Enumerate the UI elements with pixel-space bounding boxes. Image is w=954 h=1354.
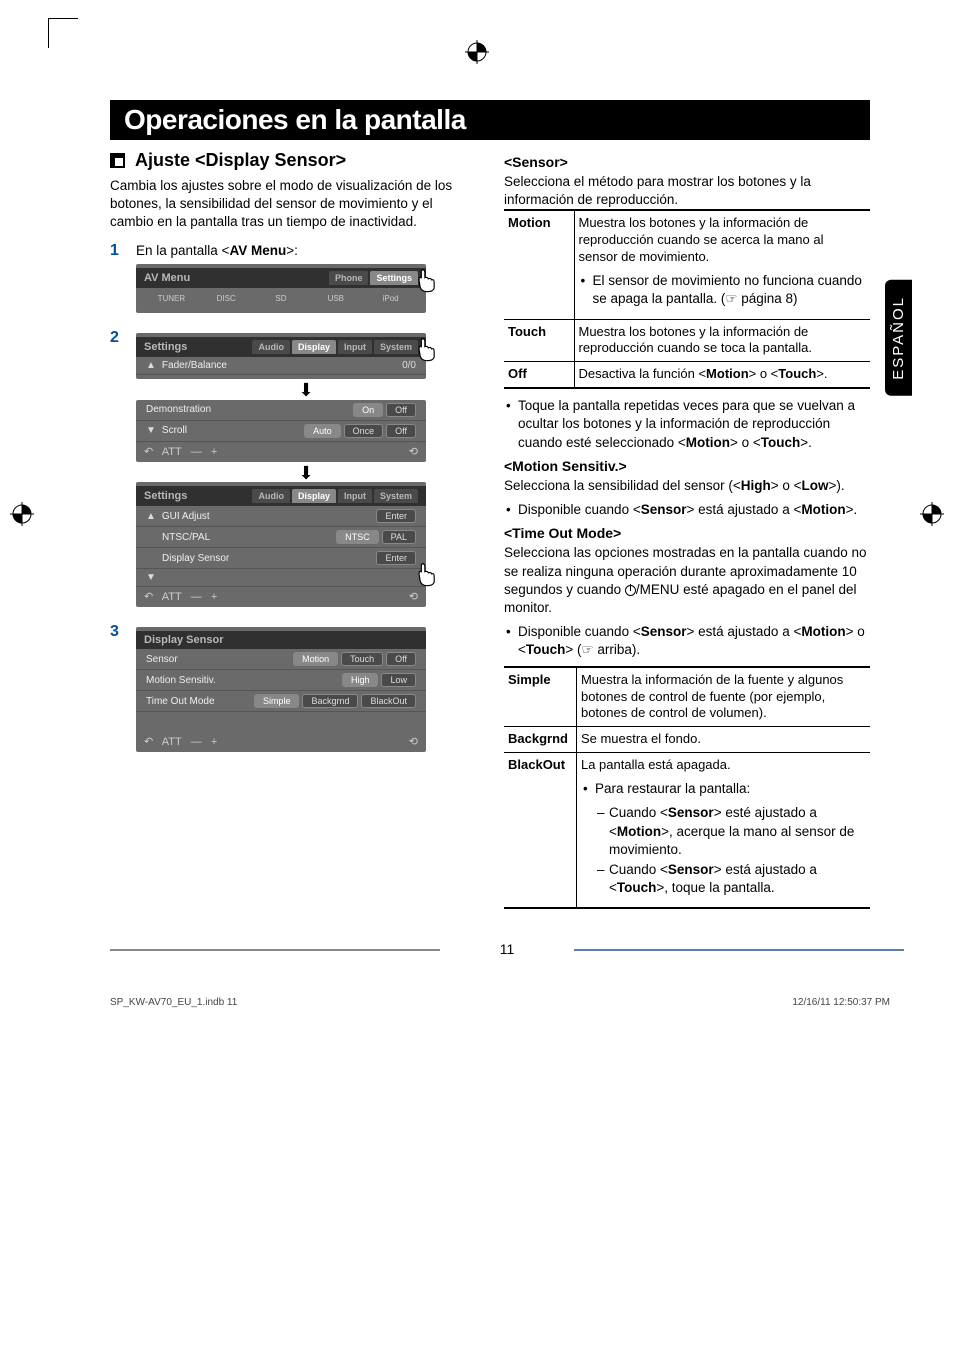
step-number-3: 3 — [110, 623, 126, 758]
table-key-blackout: BlackOut — [504, 753, 576, 909]
step-number-2: 2 — [110, 329, 126, 614]
table-val-simple: Muestra la información de la fuente y al… — [576, 667, 870, 727]
table-val-blackout: La pantalla está apagada. Para restaurar… — [576, 753, 870, 909]
screenshot-avmenu: AV Menu Phone Settings TUNER DISC SD USB… — [136, 264, 426, 313]
screenshot-display-sensor: Display Sensor Sensor Motion Touch Off M… — [136, 627, 426, 752]
right-column: <Sensor> Selecciona el método para mostr… — [504, 150, 870, 917]
table-key-touch: Touch — [504, 319, 574, 362]
left-column: Ajuste <Display Sensor> Cambia los ajust… — [110, 150, 476, 917]
footer-right: 12/16/11 12:50:37 PM — [792, 997, 890, 1008]
table-key-simple: Simple — [504, 667, 576, 727]
page-number: 11 — [110, 941, 904, 957]
table-val-touch: Muestra los botones y la información de … — [574, 319, 870, 362]
sensor-heading: <Sensor> — [504, 154, 870, 170]
pointer-hand-icon — [412, 266, 440, 294]
down-arrow-icon: ⬇ — [136, 468, 476, 479]
screenshot-settings-c: Settings Audio Display Input System ▲ GU… — [136, 482, 426, 607]
power-icon — [625, 585, 636, 596]
down-arrow-icon: ⬇ — [136, 385, 476, 396]
table-val-backgrnd: Se muestra el fondo. — [576, 727, 870, 753]
footer-left: SP_KW-AV70_EU_1.indb 11 — [110, 997, 237, 1008]
intro-text: Cambia los ajustes sobre el modo de visu… — [110, 177, 476, 232]
pointer-hand-icon — [412, 335, 440, 363]
page-title: Operaciones en la pantalla — [110, 100, 870, 140]
motion-sens-heading: <Motion Sensitiv.> — [504, 458, 870, 474]
table-key-backgrnd: Backgrnd — [504, 727, 576, 753]
timeout-intro: Selecciona las opciones mostradas en la … — [504, 544, 870, 617]
timeout-note: Disponible cuando <Sensor> está ajustado… — [504, 623, 870, 659]
screenshot-settings-a: Settings Audio Display Input System ▲ Fa… — [136, 333, 426, 379]
step1-text: En la pantalla <AV Menu>: — [136, 242, 476, 260]
section-title: Ajuste <Display Sensor> — [135, 150, 346, 171]
table-key-motion: Motion — [504, 210, 574, 319]
motion-sens-intro: Selecciona la sensibilidad del sensor (<… — [504, 477, 870, 495]
footer-meta: SP_KW-AV70_EU_1.indb 11 12/16/11 12:50:3… — [110, 997, 890, 1008]
square-bullet-icon — [110, 153, 125, 168]
timeout-table: Simple Muestra la información de la fuen… — [504, 666, 870, 910]
screenshot-settings-b: Demonstration On Off ▼ Scroll Auto Once … — [136, 400, 426, 462]
timeout-heading: <Time Out Mode> — [504, 525, 870, 541]
sensor-table: Motion Muestra los botones y la informac… — [504, 209, 870, 389]
table-val-off: Desactiva la función <Motion> o <Touch>. — [574, 362, 870, 388]
sensor-note: Toque la pantalla repetidas veces para q… — [504, 397, 870, 452]
sensor-intro: Selecciona el método para mostrar los bo… — [504, 173, 870, 209]
table-key-off: Off — [504, 362, 574, 388]
pointer-hand-icon — [412, 560, 440, 588]
table-val-motion: Muestra los botones y la información de … — [574, 210, 870, 319]
step-number-1: 1 — [110, 242, 126, 319]
motion-sens-note: Disponible cuando <Sensor> está ajustado… — [504, 501, 870, 519]
